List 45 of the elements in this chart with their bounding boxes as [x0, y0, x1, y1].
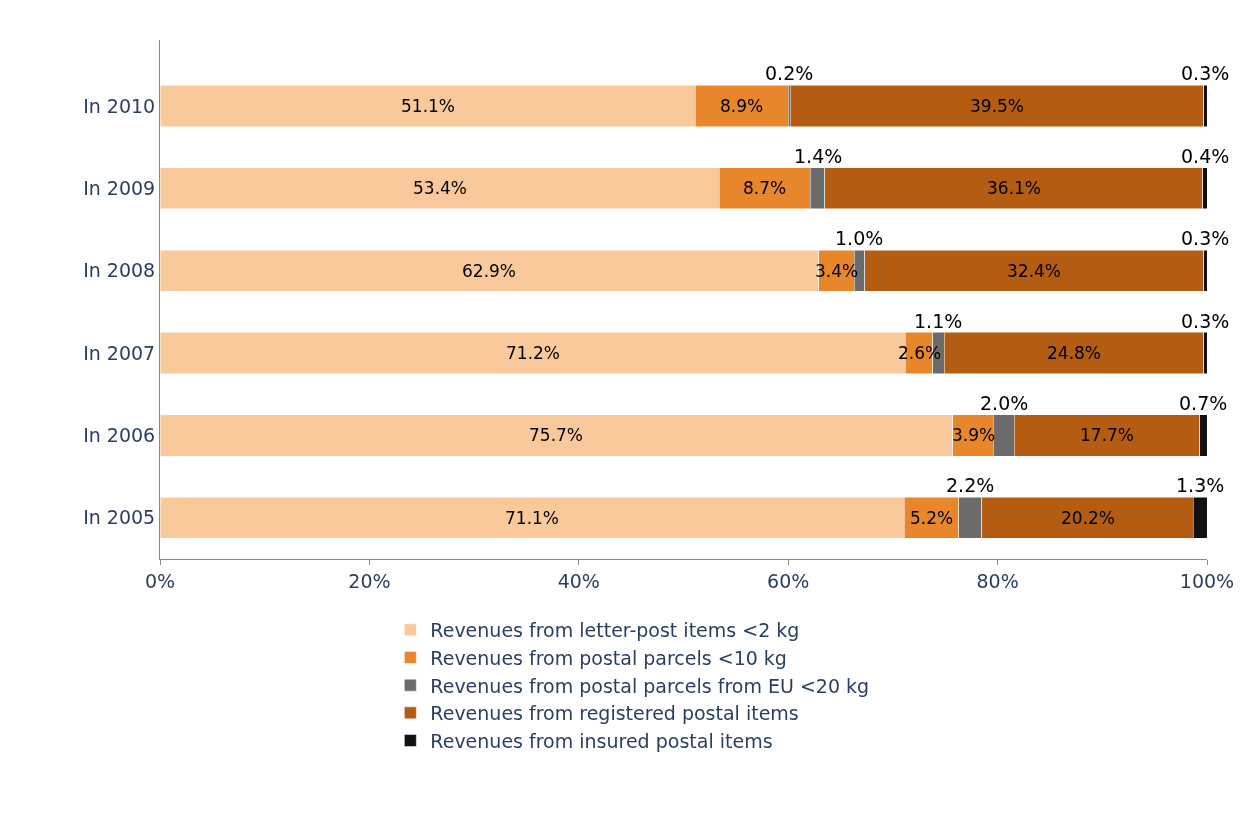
data-label: 24.8% — [1047, 343, 1102, 363]
x-tick-label: 80% — [976, 569, 1019, 592]
data-label: 1.1% — [914, 310, 963, 332]
data-label: 71.1% — [505, 508, 560, 528]
data-label: 1.0% — [835, 227, 884, 249]
data-label: 53.4% — [413, 178, 468, 198]
legend-label: Revenues from registered postal items — [430, 702, 799, 725]
data-label: 8.7% — [743, 178, 787, 198]
data-label: 20.2% — [1061, 508, 1116, 528]
y-tick-label: In 2009 — [83, 176, 156, 199]
data-label: 17.7% — [1080, 425, 1135, 445]
data-label: 2.2% — [946, 474, 995, 496]
data-label: 62.9% — [462, 261, 517, 281]
legend-label: Revenues from letter-post items <2 kg — [430, 619, 800, 642]
data-label: 0.3% — [1181, 310, 1230, 332]
data-label: 1.3% — [1176, 474, 1225, 496]
data-label: 75.7% — [529, 425, 584, 445]
data-label: 1.4% — [794, 145, 843, 167]
data-label: 0.3% — [1181, 227, 1230, 249]
legend-label: Revenues from insured postal items — [430, 729, 773, 752]
data-label: 0.7% — [1179, 392, 1228, 414]
x-tick-label: 40% — [557, 569, 600, 592]
data-label: 0.2% — [765, 62, 814, 84]
x-tick-label: 60% — [767, 569, 810, 592]
data-label: 32.4% — [1007, 261, 1062, 281]
data-label: 36.1% — [987, 178, 1042, 198]
data-label: 71.2% — [506, 343, 561, 363]
y-tick-label: In 2010 — [83, 94, 156, 117]
legend-label: Revenues from postal parcels <10 kg — [430, 646, 787, 669]
y-tick-label: In 2005 — [83, 506, 156, 529]
y-tick-label: In 2007 — [83, 341, 156, 364]
bar — [790, 85, 1205, 127]
x-tick-label: 20% — [348, 569, 391, 592]
data-label: 8.9% — [720, 96, 764, 116]
data-label: 0.3% — [1181, 62, 1230, 84]
data-label: 5.2% — [910, 508, 954, 528]
data-label: 0.4% — [1181, 145, 1230, 167]
legend-label: Revenues from postal parcels from EU <20 kg — [430, 674, 870, 697]
data-label: 39.5% — [970, 96, 1025, 116]
x-tick-label: 100% — [1179, 569, 1235, 592]
data-label: 2.0% — [980, 392, 1029, 414]
y-tick-label: In 2008 — [83, 259, 156, 282]
x-tick-label: 0% — [144, 569, 176, 592]
y-tick-label: In 2006 — [83, 424, 156, 447]
data-label: 51.1% — [401, 96, 456, 116]
